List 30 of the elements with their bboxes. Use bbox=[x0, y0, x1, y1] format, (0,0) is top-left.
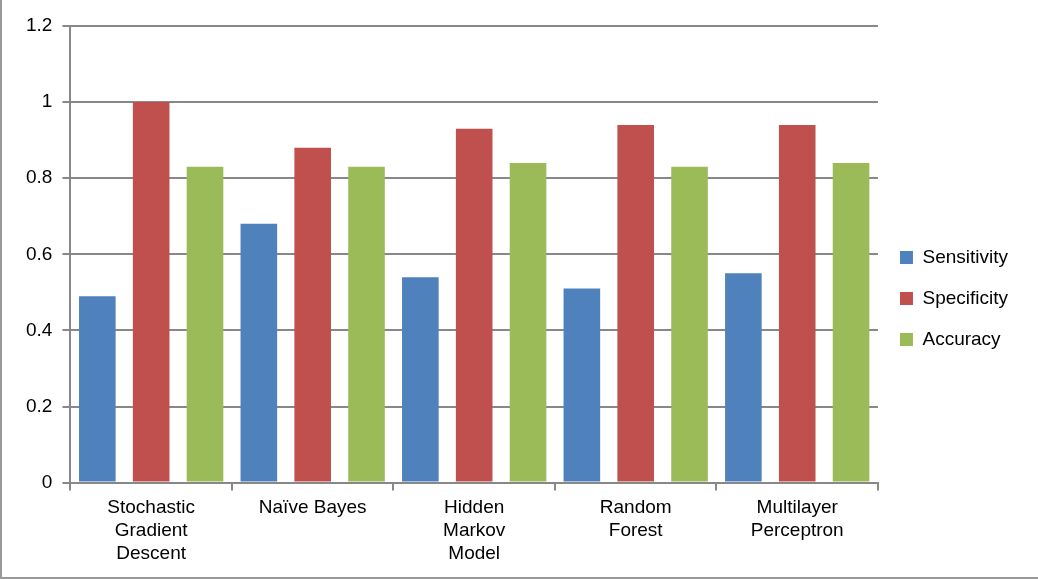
y-tick-label: 1 bbox=[41, 90, 53, 112]
bar bbox=[294, 147, 331, 482]
x-tick-label: Naïve Bayes bbox=[258, 496, 367, 518]
legend-label: Accuracy bbox=[922, 327, 1002, 349]
bar bbox=[563, 288, 601, 482]
bar bbox=[402, 277, 439, 482]
y-tick-label: 1.2 bbox=[25, 14, 53, 36]
bar bbox=[778, 124, 816, 482]
bar bbox=[832, 162, 870, 482]
x-tick-label: Random Forest bbox=[599, 496, 672, 541]
bar bbox=[725, 273, 762, 482]
y-tick-label: 0 bbox=[41, 470, 53, 492]
bar bbox=[509, 162, 547, 482]
y-tick-label: 0.4 bbox=[25, 318, 53, 340]
bar bbox=[132, 102, 170, 482]
bar bbox=[348, 166, 385, 482]
legend-label: Sensitivity bbox=[922, 245, 1009, 267]
bar bbox=[240, 223, 278, 482]
bar bbox=[671, 166, 708, 482]
x-tick-label: Stochastic Gradient Descent bbox=[107, 496, 195, 563]
y-tick-label: 0.8 bbox=[25, 166, 53, 188]
bar bbox=[186, 166, 224, 482]
bar bbox=[79, 296, 116, 482]
bar bbox=[617, 124, 655, 482]
legend-label: Specificity bbox=[922, 286, 1009, 308]
x-tick-label: Multilayer Perceptron bbox=[750, 496, 844, 541]
bar bbox=[455, 128, 493, 482]
x-tick-label: Hidden Markov Model bbox=[443, 496, 506, 563]
y-tick-label: 0.2 bbox=[25, 394, 53, 416]
y-tick-label: 0.6 bbox=[25, 242, 53, 264]
